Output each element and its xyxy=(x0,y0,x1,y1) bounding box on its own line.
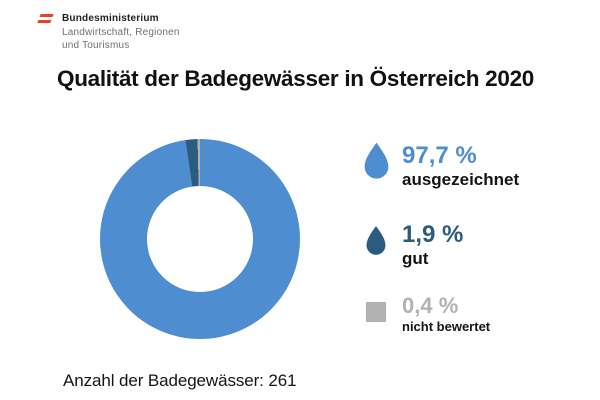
total-count-label: Anzahl der Badegewässer: 261 xyxy=(63,371,297,390)
legend-label: gut xyxy=(402,249,429,268)
ministry-name-line3: und Tourismus xyxy=(62,40,130,51)
ministry-name-line1: Bundesministerium xyxy=(62,13,159,24)
legend-label: nicht bewertet xyxy=(402,319,491,334)
ministry-logo: Bundesministerium Landwirtschaft, Region… xyxy=(37,12,180,53)
legend-item-gut: 1,9 % gut xyxy=(350,221,463,269)
legend-value: 97,7 % xyxy=(402,142,477,169)
legend-value: 0,4 % xyxy=(402,293,459,318)
austria-flag-icon xyxy=(37,14,54,23)
page-title: Qualität der Badegewässer in Österreich … xyxy=(57,66,535,91)
donut-chart xyxy=(100,139,300,339)
flag-red-bar xyxy=(37,20,52,23)
legend-item-nicht-bewertet: 0,4 % nicht bewertet xyxy=(350,293,490,335)
ministry-name-line2: Landwirtschaft, Regionen xyxy=(62,26,180,38)
legend-value: 1,9 % xyxy=(402,221,464,248)
legend-label: ausgezeichnet xyxy=(402,170,520,189)
square-swatch-icon xyxy=(366,302,386,322)
water-drop-icon xyxy=(366,226,386,255)
ministry-name: Bundesministerium Landwirtschaft, Region… xyxy=(62,12,180,53)
flag-red-bar xyxy=(39,14,54,17)
water-drop-icon xyxy=(364,142,388,179)
legend-item-ausgezeichnet: 97,7 % ausgezeichnet xyxy=(350,142,519,190)
